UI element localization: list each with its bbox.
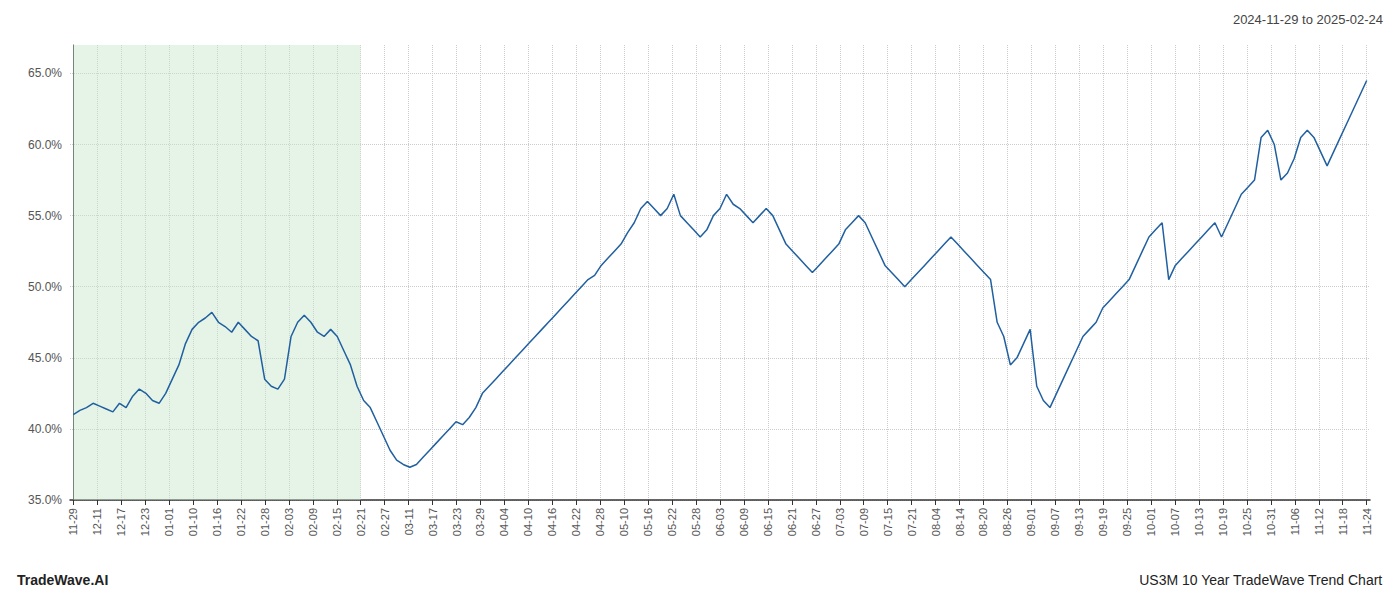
svg-text:03-23: 03-23: [451, 508, 463, 536]
svg-text:11-18: 11-18: [1337, 508, 1349, 535]
svg-text:04-22: 04-22: [570, 508, 582, 536]
svg-text:01-22: 01-22: [235, 508, 247, 536]
svg-text:12-17: 12-17: [115, 508, 127, 536]
svg-text:01-16: 01-16: [211, 508, 223, 536]
svg-text:65.0%: 65.0%: [28, 66, 62, 80]
svg-text:04-10: 04-10: [522, 508, 534, 536]
svg-text:01-10: 01-10: [187, 508, 199, 536]
svg-text:10-19: 10-19: [1217, 508, 1229, 536]
svg-text:09-01: 09-01: [1025, 508, 1037, 536]
svg-text:11-12: 11-12: [1313, 508, 1325, 535]
svg-text:05-10: 05-10: [618, 508, 630, 536]
svg-text:08-14: 08-14: [954, 508, 966, 536]
svg-text:05-16: 05-16: [642, 508, 654, 536]
svg-text:10-07: 10-07: [1169, 508, 1181, 536]
svg-text:10-13: 10-13: [1193, 508, 1205, 536]
svg-text:55.0%: 55.0%: [28, 209, 62, 223]
svg-text:US3M 10 Year TradeWave Trend C: US3M 10 Year TradeWave Trend Chart: [1139, 572, 1382, 588]
svg-text:40.0%: 40.0%: [28, 422, 62, 436]
svg-text:07-03: 07-03: [834, 508, 846, 536]
svg-text:09-07: 09-07: [1049, 508, 1061, 536]
svg-text:12-11: 12-11: [91, 508, 103, 535]
svg-text:11-24: 11-24: [1361, 508, 1373, 535]
svg-text:09-25: 09-25: [1121, 508, 1133, 536]
svg-text:07-09: 07-09: [858, 508, 870, 536]
svg-text:08-20: 08-20: [977, 508, 989, 536]
svg-text:06-15: 06-15: [762, 508, 774, 536]
svg-text:45.0%: 45.0%: [28, 351, 62, 365]
svg-text:03-17: 03-17: [427, 508, 439, 536]
svg-text:05-28: 05-28: [690, 508, 702, 536]
svg-text:09-19: 09-19: [1097, 508, 1109, 536]
svg-text:06-03: 06-03: [714, 508, 726, 536]
svg-text:04-16: 04-16: [546, 508, 558, 536]
svg-text:01-28: 01-28: [259, 508, 271, 536]
svg-text:02-21: 02-21: [355, 508, 367, 536]
svg-text:TradeWave.AI: TradeWave.AI: [17, 572, 108, 588]
svg-text:07-15: 07-15: [882, 508, 894, 536]
svg-text:12-23: 12-23: [139, 508, 151, 536]
svg-text:06-09: 06-09: [738, 508, 750, 536]
svg-text:10-25: 10-25: [1241, 508, 1253, 536]
svg-text:02-27: 02-27: [379, 508, 391, 536]
svg-text:60.0%: 60.0%: [28, 138, 62, 152]
svg-text:09-13: 09-13: [1073, 508, 1085, 536]
svg-text:50.0%: 50.0%: [28, 280, 62, 294]
svg-text:10-31: 10-31: [1265, 508, 1277, 536]
svg-text:03-29: 03-29: [474, 508, 486, 536]
svg-text:2024-11-29 to 2025-02-24: 2024-11-29 to 2025-02-24: [1233, 12, 1383, 27]
svg-text:04-28: 04-28: [594, 508, 606, 536]
svg-text:10-01: 10-01: [1145, 508, 1157, 536]
svg-text:02-15: 02-15: [331, 508, 343, 536]
svg-text:02-03: 02-03: [283, 508, 295, 536]
svg-text:03-11: 03-11: [403, 508, 415, 535]
svg-text:05-22: 05-22: [666, 508, 678, 536]
svg-text:01-01: 01-01: [163, 508, 175, 536]
svg-text:11-06: 11-06: [1289, 508, 1301, 535]
svg-text:08-26: 08-26: [1001, 508, 1013, 536]
svg-text:06-21: 06-21: [786, 508, 798, 536]
svg-text:04-04: 04-04: [498, 508, 510, 536]
svg-text:02-09: 02-09: [307, 508, 319, 536]
svg-text:07-21: 07-21: [906, 508, 918, 536]
svg-text:35.0%: 35.0%: [28, 493, 62, 507]
svg-text:08-04: 08-04: [930, 508, 942, 536]
svg-text:11-29: 11-29: [67, 508, 79, 535]
svg-text:06-27: 06-27: [810, 508, 822, 536]
